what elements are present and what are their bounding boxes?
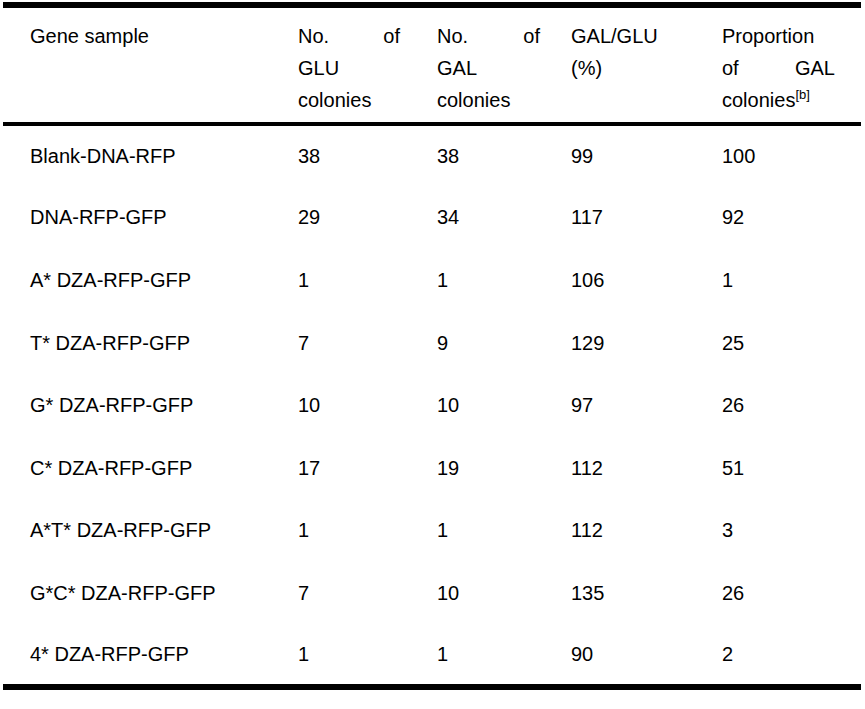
cell-glu-colonies: 7: [298, 312, 437, 375]
table-row: T* DZA-RFP-GFP7912925: [3, 312, 861, 375]
table-row: G*C* DZA-RFP-GFP71013526: [3, 562, 861, 625]
cell-glu-colonies: 1: [298, 249, 437, 312]
cell-glu-colonies: 1: [298, 500, 437, 563]
cell-proportion-gal: 100: [722, 124, 861, 187]
header-line: Proportion: [722, 20, 835, 52]
cell-gal-colonies: 9: [437, 312, 571, 375]
cell-gal-colonies: 10: [437, 562, 571, 625]
cell-gal-colonies: 1: [437, 500, 571, 563]
header-word: of: [722, 52, 739, 84]
cell-gal-colonies: 19: [437, 437, 571, 500]
cell-gal-colonies: 1: [437, 625, 571, 688]
cell-glu-colonies: 17: [298, 437, 437, 500]
column-header-gal-colonies: No. ofGALcolonies: [437, 5, 571, 124]
cell-proportion-gal: 2: [722, 625, 861, 688]
column-header-glu-colonies: No. ofGLUcolonies: [298, 5, 437, 124]
table-row: DNA-RFP-GFP293411792: [3, 187, 861, 250]
cell-gal-glu-percent: 129: [571, 312, 722, 375]
table-row: C* DZA-RFP-GFP171911251: [3, 437, 861, 500]
header-word: No.: [298, 20, 329, 52]
cell-gene-sample: Blank-DNA-RFP: [3, 124, 298, 187]
cell-glu-colonies: 38: [298, 124, 437, 187]
header-word: No.: [437, 20, 468, 52]
cell-glu-colonies: 7: [298, 562, 437, 625]
cell-gene-sample: C* DZA-RFP-GFP: [3, 437, 298, 500]
header-line: No. of: [298, 20, 400, 52]
table-row: A*T* DZA-RFP-GFP111123: [3, 500, 861, 563]
column-header-gene-sample: Gene sample: [3, 5, 298, 124]
table-row: G* DZA-RFP-GFP10109726: [3, 374, 861, 437]
column-header-proportion-gal: Proportionof GALcolonies[b]: [722, 5, 861, 124]
cell-proportion-gal: 26: [722, 562, 861, 625]
cell-proportion-gal: 26: [722, 374, 861, 437]
header-line: GAL: [437, 52, 540, 84]
cell-proportion-gal: 1: [722, 249, 861, 312]
cell-gal-colonies: 34: [437, 187, 571, 250]
header-word: GAL: [795, 52, 835, 84]
header-line: colonies: [298, 84, 400, 116]
table-header-row: Gene sampleNo.ofGLUcoloniesNo.ofGALcolon…: [3, 5, 861, 124]
header-line: GAL/GLU: [571, 20, 689, 52]
cell-gene-sample: A*T* DZA-RFP-GFP: [3, 500, 298, 563]
paper-page: Gene sampleNo.ofGLUcoloniesNo.ofGALcolon…: [0, 2, 865, 690]
cell-proportion-gal: 25: [722, 312, 861, 375]
cell-gene-sample: A* DZA-RFP-GFP: [3, 249, 298, 312]
header-word: of: [383, 20, 400, 52]
cell-gal-colonies: 38: [437, 124, 571, 187]
table-row: 4* DZA-RFP-GFP11902: [3, 625, 861, 688]
header-line: No. of: [437, 20, 540, 52]
column-header-gal-glu-percent: GAL/GLU(%): [571, 5, 722, 124]
cell-gal-glu-percent: 135: [571, 562, 722, 625]
header-line: Gene sample: [30, 20, 298, 52]
cell-gene-sample: G*C* DZA-RFP-GFP: [3, 562, 298, 625]
cell-gene-sample: DNA-RFP-GFP: [3, 187, 298, 250]
cell-gal-glu-percent: 97: [571, 374, 722, 437]
header-line: colonies[b]: [722, 84, 835, 116]
cell-glu-colonies: 10: [298, 374, 437, 437]
cell-gene-sample: G* DZA-RFP-GFP: [3, 374, 298, 437]
cell-gal-glu-percent: 117: [571, 187, 722, 250]
cell-gal-glu-percent: 106: [571, 249, 722, 312]
cell-proportion-gal: 92: [722, 187, 861, 250]
cell-gal-glu-percent: 90: [571, 625, 722, 688]
cell-gal-glu-percent: 112: [571, 437, 722, 500]
header-line: GLU: [298, 52, 400, 84]
cell-gene-sample: 4* DZA-RFP-GFP: [3, 625, 298, 688]
gene-sample-results-table: Gene sampleNo.ofGLUcoloniesNo.ofGALcolon…: [3, 2, 861, 690]
header-line: of GAL: [722, 52, 835, 84]
cell-gal-colonies: 10: [437, 374, 571, 437]
cell-gal-colonies: 1: [437, 249, 571, 312]
table-row: A* DZA-RFP-GFP111061: [3, 249, 861, 312]
cell-gal-glu-percent: 112: [571, 500, 722, 563]
header-line: (%): [571, 52, 689, 84]
cell-proportion-gal: 3: [722, 500, 861, 563]
cell-glu-colonies: 1: [298, 625, 437, 688]
footnote-marker: [b]: [795, 87, 809, 102]
cell-proportion-gal: 51: [722, 437, 861, 500]
cell-glu-colonies: 29: [298, 187, 437, 250]
header-word: of: [523, 20, 540, 52]
cell-gal-glu-percent: 99: [571, 124, 722, 187]
table-row: Blank-DNA-RFP383899100: [3, 124, 861, 187]
cell-gene-sample: T* DZA-RFP-GFP: [3, 312, 298, 375]
table-body: Blank-DNA-RFP383899100DNA-RFP-GFP2934117…: [3, 124, 861, 687]
header-line: colonies: [437, 84, 540, 116]
